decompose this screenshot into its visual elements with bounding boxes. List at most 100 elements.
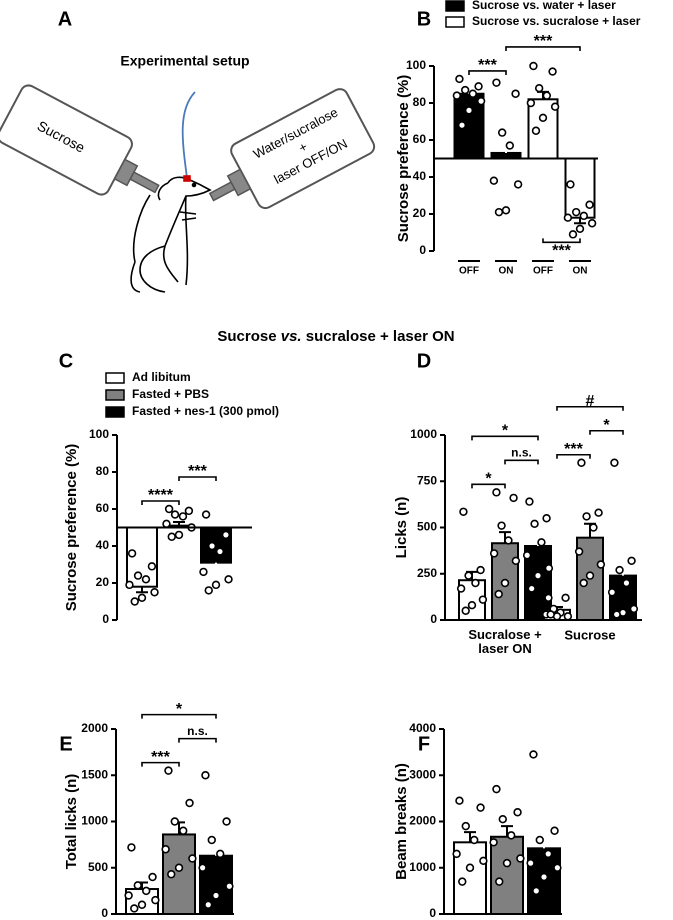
data-point (127, 843, 136, 852)
panel-label: D (417, 350, 431, 372)
data-point (204, 900, 213, 909)
legend-label: Ad libitum (132, 370, 191, 384)
data-point (452, 849, 461, 859)
data-point (201, 771, 210, 780)
data-point (465, 863, 475, 872)
significance-bracket (178, 737, 217, 743)
data-point (548, 67, 557, 76)
significance-bracket (468, 70, 507, 75)
y-tick-label: 750 (417, 473, 437, 487)
data-point (211, 891, 221, 900)
data-point (495, 877, 504, 886)
significance-bracket (471, 435, 539, 441)
data-point (457, 120, 467, 130)
data-point (530, 519, 539, 528)
legend-label: Fasted + PBS (132, 387, 209, 401)
right-bottle: Water/sucralose + laser OFF/ON (208, 88, 376, 210)
data-point (505, 141, 515, 150)
data-point (563, 612, 573, 621)
y-tick-label: 20 (413, 206, 427, 220)
data-point (127, 549, 137, 558)
data-point (137, 900, 147, 909)
significance-bracket (556, 405, 624, 411)
significance-label: *** (478, 57, 497, 74)
data-point (467, 600, 477, 610)
data-point (585, 571, 595, 580)
significance-label: *** (151, 749, 170, 766)
y-axis-label: Licks (n) (393, 497, 410, 559)
data-point (529, 61, 538, 71)
significance-bracket (141, 500, 180, 505)
panel-label: F (418, 733, 430, 755)
data-point (507, 831, 516, 840)
data-point (538, 113, 548, 123)
data-point (207, 541, 217, 551)
data-point (526, 858, 535, 868)
data-point (511, 556, 521, 565)
significance-bracket (178, 476, 217, 481)
data-point (476, 96, 486, 106)
data-point (539, 872, 549, 882)
section-title: Sucrose vs. sucralose + laser ON (217, 328, 454, 345)
data-point (174, 863, 184, 872)
data-point (579, 578, 588, 588)
data-point (188, 854, 197, 863)
significance-label: *** (188, 463, 207, 480)
data-point (629, 604, 639, 614)
y-axis-label: Total licks (n) (63, 774, 80, 870)
data-point (577, 458, 586, 467)
error-bar (173, 520, 185, 526)
panel-title: Experimental setup (120, 53, 249, 69)
data-point (474, 82, 483, 91)
data-point (553, 863, 562, 872)
y-tick-label: 80 (413, 95, 427, 109)
data-point (489, 176, 499, 185)
data-point (207, 835, 216, 845)
significance-bracket (542, 238, 581, 244)
data-point (526, 98, 536, 108)
data-point (489, 838, 498, 847)
data-point (589, 523, 598, 532)
x-tick-label: ON (499, 266, 514, 277)
error-bar (136, 586, 148, 594)
data-point (459, 507, 468, 516)
data-point (492, 784, 501, 794)
data-point (542, 91, 552, 100)
y-tick-label: 100 (89, 427, 109, 441)
data-point (596, 560, 606, 569)
data-point (201, 510, 211, 519)
data-point (464, 571, 473, 580)
data-point (130, 597, 139, 606)
error-bar (574, 217, 586, 225)
data-point (607, 588, 617, 597)
data-point (492, 78, 501, 87)
data-point (498, 814, 507, 824)
data-point (500, 578, 510, 588)
data-point (532, 886, 541, 896)
data-point (497, 521, 506, 530)
data-point (529, 750, 538, 759)
data-point (456, 584, 466, 593)
data-point (494, 589, 503, 599)
legend-label: Fasted + nes-1 (300 pmol) (132, 404, 279, 418)
y-tick-label: 100 (406, 58, 426, 72)
data-point (215, 547, 225, 556)
data-point (164, 504, 174, 514)
y-tick-label: 1500 (81, 767, 108, 781)
significance-bracket (471, 483, 506, 489)
data-point (124, 891, 133, 900)
y-tick-label: 1000 (410, 427, 437, 441)
data-point (582, 512, 591, 521)
data-point (137, 593, 147, 602)
panel-label: A (58, 8, 72, 30)
data-point (178, 512, 188, 521)
y-axis-label: Sucrose preference (%) (63, 444, 80, 612)
bar (490, 835, 524, 916)
data-point (167, 532, 176, 541)
y-tick-label: 500 (417, 520, 437, 534)
data-point (211, 580, 221, 590)
data-point (478, 595, 488, 604)
data-point (542, 514, 551, 523)
data-point (216, 849, 225, 859)
panel-label: C (59, 350, 73, 372)
